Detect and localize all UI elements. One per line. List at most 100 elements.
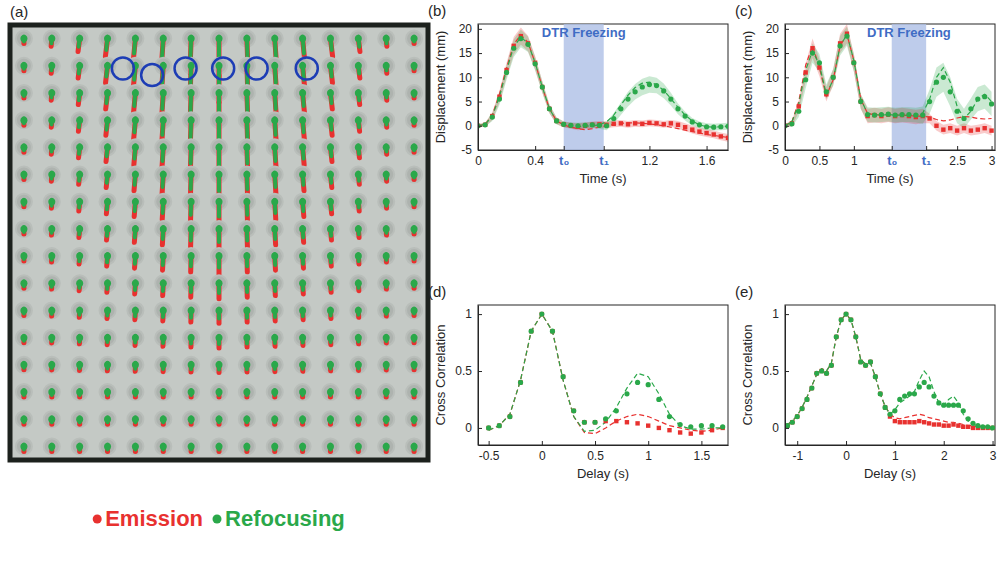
- photo-pin: [322, 194, 338, 210]
- photo-pin: [155, 330, 171, 346]
- x-axis-tick-label: 1.6: [699, 154, 716, 168]
- photo-pin: [239, 411, 255, 427]
- photo-pin: [155, 275, 171, 291]
- fit-line: [489, 314, 723, 431]
- fit-line: [785, 35, 992, 126]
- data-point: [839, 317, 844, 322]
- x-axis-tick-mark: [944, 441, 945, 445]
- data-point: [704, 131, 708, 135]
- photo-trace-dot: [48, 416, 55, 423]
- x-axis-tick: t₁: [922, 146, 932, 168]
- panel-label: (b): [428, 2, 446, 19]
- x-axis-tick-label: -1: [792, 449, 803, 463]
- photo-trace-dot: [299, 443, 306, 450]
- photo-pin: [72, 411, 88, 427]
- x-axis-tick: 1.6: [699, 146, 716, 168]
- photo-trace-dot: [20, 89, 27, 96]
- photo-pin: [378, 139, 394, 155]
- x-axis-tick: t₁: [599, 146, 609, 168]
- data-point: [927, 116, 931, 120]
- photo-pin: [16, 275, 32, 291]
- photo-trace-dot: [299, 361, 306, 368]
- x-axis-tick: 2: [941, 441, 948, 463]
- photo-trace-dot: [216, 89, 223, 96]
- photo-trace-dot: [48, 117, 55, 124]
- photo-trace-dot: [299, 171, 306, 178]
- data-point: [961, 425, 965, 429]
- photo-trace-dot: [327, 171, 334, 178]
- data-point: [936, 400, 941, 405]
- y-axis-tick: -5: [461, 143, 482, 157]
- x-axis-tick: t₀: [559, 146, 569, 168]
- photo-pin: [100, 194, 116, 210]
- data-point: [809, 385, 814, 390]
- photo-pin: [211, 411, 227, 427]
- photo-trace-dot: [216, 225, 223, 232]
- data-point: [948, 126, 952, 130]
- photo-trace-dot: [411, 144, 418, 151]
- photo-trace-dot: [383, 144, 390, 151]
- data-point: [948, 89, 953, 94]
- y-axis-tick-label: 10: [459, 71, 473, 85]
- data-point: [934, 80, 939, 85]
- photo-pin: [267, 438, 283, 454]
- photo-trace-dot: [383, 443, 390, 450]
- data-point: [518, 36, 523, 41]
- data-point: [829, 363, 834, 368]
- photo-pin: [295, 438, 311, 454]
- photo-trace-dot: [104, 89, 111, 96]
- panel: 00.51t₀t₁2.53-505101520Time (s)Displacem…: [735, 2, 996, 186]
- photo-pin: [211, 330, 227, 346]
- photo-pin: [406, 58, 422, 74]
- photo-pin: [239, 384, 255, 400]
- photo-trace-dot: [48, 280, 55, 287]
- photo-trace-dot: [411, 171, 418, 178]
- photo-pin: [406, 438, 422, 454]
- photo-trace-dot: [216, 35, 223, 42]
- photo-trace-dot: [327, 89, 334, 96]
- x-axis-tick-label: 0.5: [587, 449, 604, 463]
- error-band: [478, 27, 728, 141]
- data-point: [879, 112, 884, 117]
- data-point: [533, 61, 538, 66]
- y-axis-tick: 0.5: [455, 364, 482, 378]
- data-point: [550, 329, 554, 333]
- data-point: [486, 425, 491, 430]
- x-axis-tick: t₀: [887, 146, 897, 168]
- data-point: [486, 426, 490, 430]
- data-point: [725, 124, 728, 129]
- x-axis-tick: 1: [645, 441, 652, 463]
- data-point: [497, 423, 502, 428]
- photo-trace-dot: [355, 62, 362, 69]
- data-point: [878, 392, 882, 396]
- photo-pin: [44, 112, 60, 128]
- y-axis: 00.51: [455, 306, 482, 446]
- data-point: [961, 116, 966, 121]
- photo-trace-dot: [243, 334, 250, 341]
- photo-pin: [44, 302, 60, 318]
- data-point: [810, 50, 815, 55]
- photo-source-marker: [212, 58, 234, 80]
- photo-trace-dot: [383, 253, 390, 260]
- photo-pin: [44, 58, 60, 74]
- title: DTR Freezing: [542, 25, 626, 40]
- photo-trace-dot: [76, 307, 83, 314]
- data-point: [667, 428, 671, 432]
- data-point: [892, 408, 897, 413]
- x-axis-tick: 1.2: [642, 146, 659, 168]
- data-point: [571, 408, 576, 413]
- error-band: [478, 30, 728, 131]
- photo-trace-dot: [188, 307, 195, 314]
- x-axis-tick-mark: [564, 146, 565, 150]
- photo-trace-dot: [243, 416, 250, 423]
- data-point: [893, 113, 898, 118]
- photo-pin: [72, 248, 88, 264]
- photo-trace-dot: [20, 389, 27, 396]
- photo-trace-dot: [160, 389, 167, 396]
- y-axis-title: Displacement (mm): [740, 31, 755, 144]
- photo-trace-dot: [411, 389, 418, 396]
- fit-line: [478, 35, 728, 138]
- photo-trace-dot: [160, 171, 167, 178]
- photo-trace-dot: [383, 89, 390, 96]
- photo-trace-dot: [104, 144, 111, 151]
